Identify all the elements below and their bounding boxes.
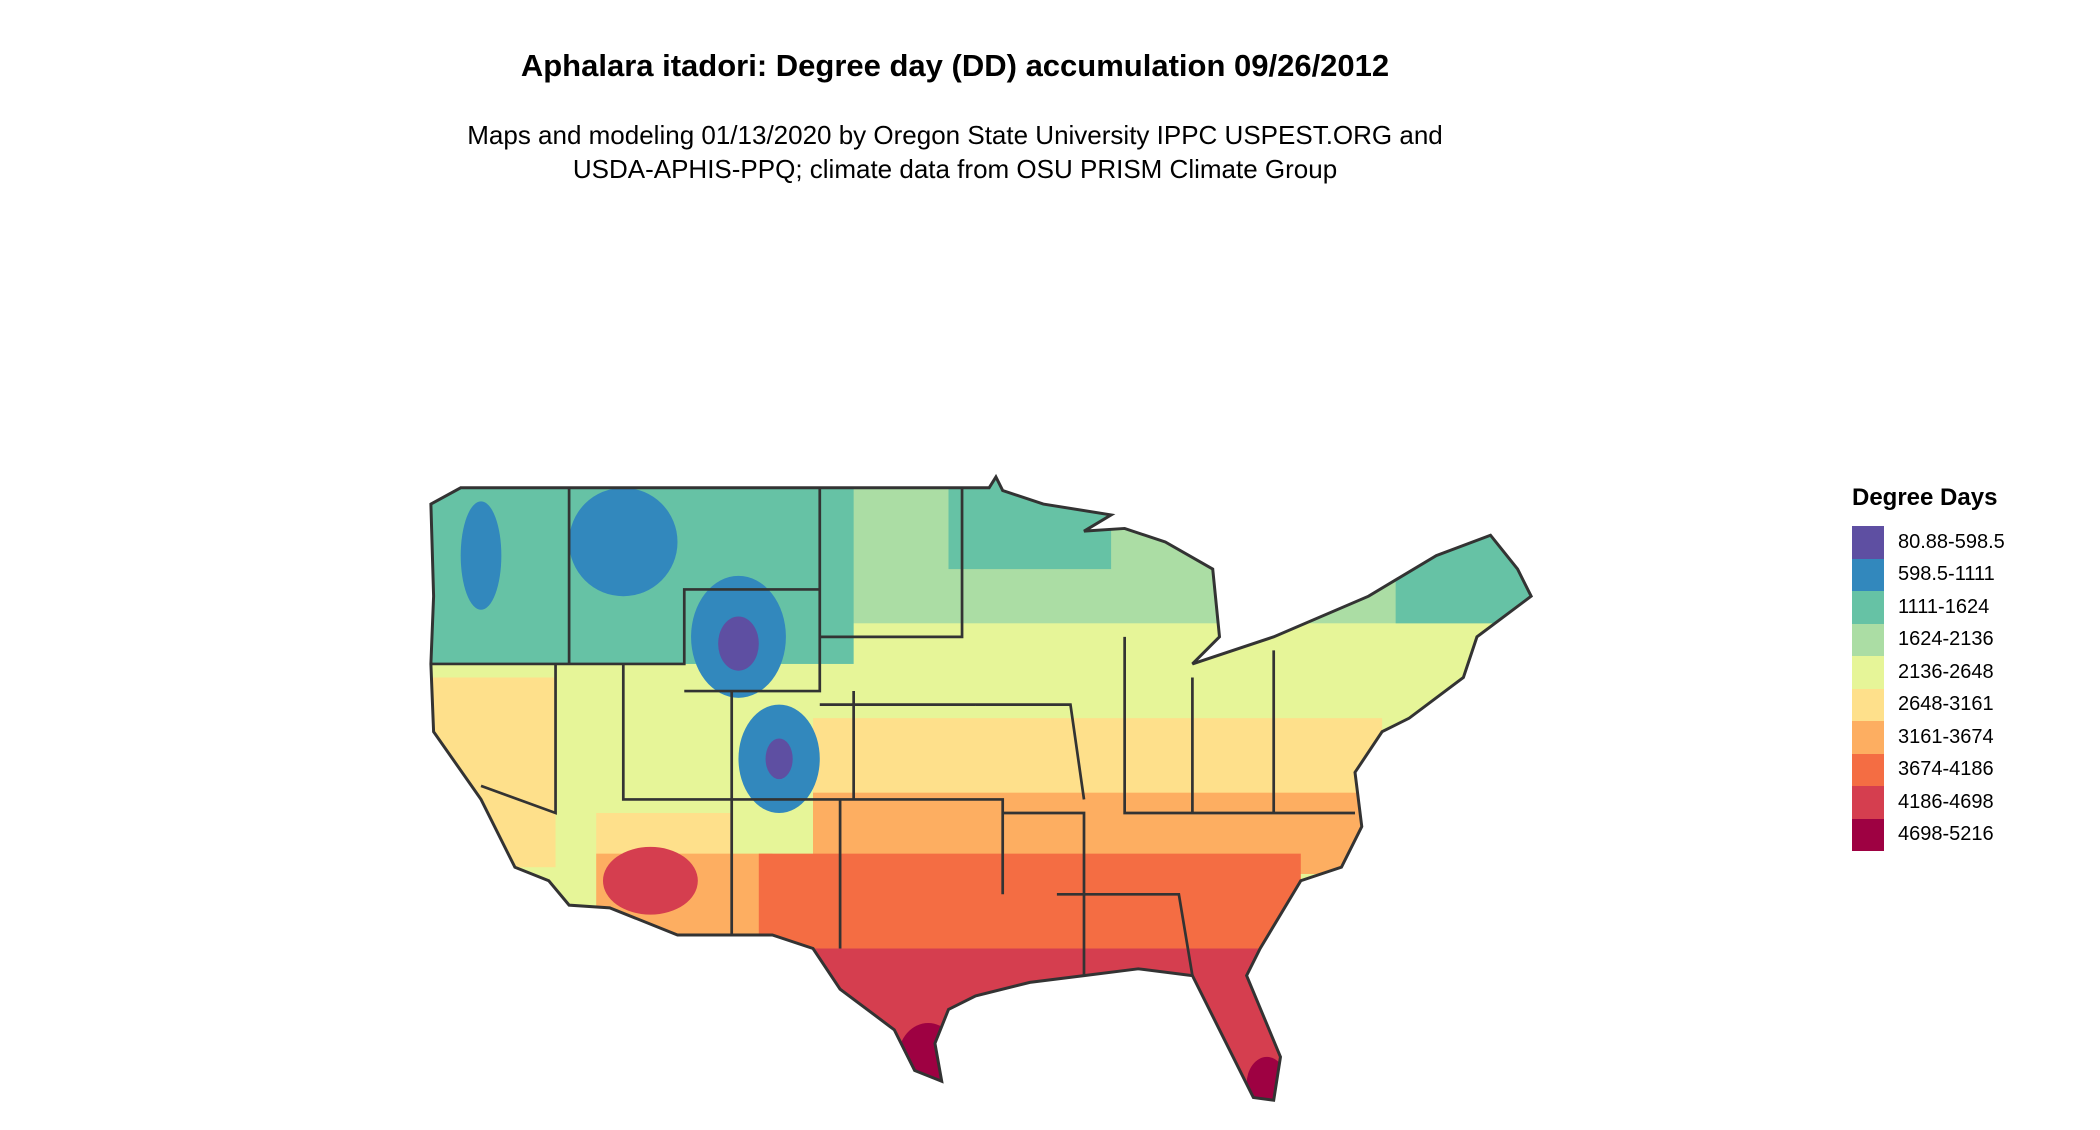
legend-item: 4186-4698 bbox=[1852, 786, 2005, 819]
legend-label: 1111-1624 bbox=[1898, 595, 1990, 618]
legend-item: 2648-3161 bbox=[1852, 688, 2005, 721]
legend-swatch bbox=[1852, 623, 1884, 656]
map-subtitle: Maps and modeling 01/13/2020 by Oregon S… bbox=[0, 118, 1910, 186]
legend-label: 2648-3161 bbox=[1898, 693, 1994, 716]
state-borders bbox=[430, 487, 1356, 976]
legend-item: 1624-2136 bbox=[1852, 623, 2005, 656]
legend-label: 3674-4186 bbox=[1898, 758, 1994, 781]
legend-label: 4698-5216 bbox=[1898, 823, 1994, 846]
legend-label: 80.88-598.5 bbox=[1898, 530, 2005, 553]
legend-label: 4186-4698 bbox=[1898, 790, 1994, 813]
legend-item: 598.5-1111 bbox=[1852, 558, 2005, 591]
degree-day-raster bbox=[430, 476, 1532, 1101]
legend-item: 3161-3674 bbox=[1852, 721, 2005, 754]
legend-item: 1111-1624 bbox=[1852, 591, 2005, 624]
legend-swatch bbox=[1852, 818, 1884, 851]
legend-swatch bbox=[1852, 688, 1884, 721]
legend-title: Degree Days bbox=[1852, 484, 1998, 511]
legend-label: 3161-3674 bbox=[1898, 725, 1994, 748]
legend-item: 4698-5216 bbox=[1852, 818, 2005, 851]
legend-items: 80.88-598.5 598.5-1111 1111-1624 1624-2136 2… bbox=[1852, 526, 2005, 851]
legend: Degree Days 80.88-598.5 598.5-1111 1111-16… bbox=[1852, 484, 2005, 851]
legend-label: 1624-2136 bbox=[1898, 628, 1994, 651]
legend-swatch bbox=[1852, 526, 1884, 559]
map-title: Aphalara itadori: Degree day (DD) accumu… bbox=[520, 48, 1390, 83]
legend-swatch bbox=[1852, 656, 1884, 689]
legend-swatch bbox=[1852, 591, 1884, 624]
legend-swatch bbox=[1852, 721, 1884, 754]
legend-swatch bbox=[1852, 753, 1884, 786]
legend-item: 2136-2648 bbox=[1852, 656, 2005, 689]
subtitle-line-1: Maps and modeling 01/13/2020 by Oregon S… bbox=[467, 120, 1443, 150]
legend-item: 80.88-598.5 bbox=[1852, 526, 2005, 559]
legend-item: 3674-4186 bbox=[1852, 753, 2005, 786]
legend-label: 598.5-1111 bbox=[1898, 563, 1995, 586]
legend-swatch bbox=[1852, 558, 1884, 591]
subtitle-line-2: USDA-APHIS-PPQ; climate data from OSU PR… bbox=[572, 154, 1338, 184]
legend-label: 2136-2648 bbox=[1898, 660, 1994, 683]
legend-swatch bbox=[1852, 786, 1884, 819]
